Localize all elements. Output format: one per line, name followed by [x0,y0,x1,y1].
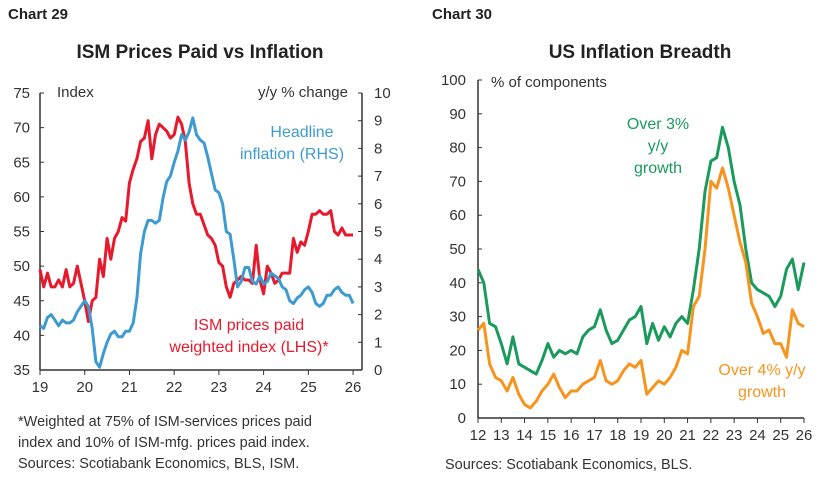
x-tick-label: 24 [749,427,766,444]
x-tick-label: 26 [796,427,813,444]
x-tick-label: 22 [166,379,183,396]
x-tick-label: 16 [563,427,580,444]
x-tick-label: 13 [493,427,510,444]
annotation-over-3pct: Over 3% [627,116,689,133]
annotation-over-4pct: Over 4% y/y [718,362,805,379]
x-tick-label: 23 [211,379,228,396]
annotation-over-3pct: y/y [648,138,668,155]
series-headline-inflation [39,116,355,369]
y2-tick-label: 8 [374,140,382,157]
y-tick-label: 20 [449,342,466,359]
y-tick-label: 90 [449,106,466,123]
y-tick-label: 40 [13,327,30,344]
x-tick-label: 18 [609,427,626,444]
y2-tick-label: 0 [374,362,382,379]
x-tick-label: 15 [540,427,557,444]
y-tick-label: 10 [449,376,466,393]
annotation-headline: inflation (RHS) [240,146,344,163]
y-tick-label: 60 [449,207,466,224]
y-tick-label: 55 [13,224,30,241]
y-tick-label: 80 [449,140,466,157]
y-tick-label: 75 [13,85,30,102]
y-tick-label: 70 [449,173,466,190]
y-axis-label: % of components [491,74,607,91]
y2-tick-label: 4 [374,251,382,268]
y2-tick-label: 6 [374,196,382,213]
y-tick-label: 30 [449,309,466,326]
chart-30-notes: Sources: Scotiabank Economics, BLS. [445,455,692,476]
y2-tick-label: 3 [374,279,382,296]
y-axis-label: Index [57,84,94,101]
x-tick-label: 22 [703,427,720,444]
x-tick-label: 23 [726,427,743,444]
series-over-4pct [476,166,805,410]
y-tick-label: 40 [449,275,466,292]
y-tick-label: 50 [13,258,30,275]
footnote: index and 10% of ISM-mfg. prices paid in… [18,435,310,451]
y-tick-label: 50 [449,241,466,258]
annotation-headline: Headline [270,124,333,141]
series-ism-prices-paid [38,115,354,323]
x-tick-label: 21 [679,427,696,444]
y2-tick-label: 9 [374,113,382,130]
x-tick-label: 19 [32,379,49,396]
x-tick-label: 26 [345,379,362,396]
chart-30-label: Chart 30 [432,6,493,23]
y2-tick-label: 5 [374,224,382,241]
y2-tick-label: 10 [374,85,391,102]
x-tick-label: 19 [633,427,650,444]
source-note: Sources: Scotiabank Economics, BLS, ISM. [18,456,300,472]
footnote: *Weighted at 75% of ISM-services prices … [18,414,312,430]
x-tick-label: 25 [772,427,789,444]
x-tick-label: 12 [470,427,487,444]
y2-axis-label: y/y % change [258,84,348,101]
x-tick-label: 24 [255,379,272,396]
annotation-over-4pct: growth [738,384,786,401]
annotation-over-3pct: growth [634,160,682,177]
x-tick-label: 21 [121,379,138,396]
y-tick-label: 35 [13,362,30,379]
chart-29-title: ISM Prices Paid vs Inflation [76,42,324,63]
y-tick-label: 45 [13,293,30,310]
y-tick-label: 60 [13,189,30,206]
x-tick-label: 25 [300,379,317,396]
x-tick-label: 17 [586,427,603,444]
chart-30-title: US Inflation Breadth [548,42,732,63]
y2-tick-label: 7 [374,168,382,185]
x-tick-label: 14 [516,427,533,444]
chart-29-notes: *Weighted at 75% of ISM-services prices … [18,412,312,475]
x-tick-label: 20 [76,379,93,396]
y-tick-label: 70 [13,120,30,137]
y-tick-label: 65 [13,154,30,171]
chart-29-label: Chart 29 [8,6,69,23]
x-tick-label: 20 [656,427,673,444]
y2-tick-label: 1 [374,334,382,351]
y-tick-label: 0 [458,410,466,427]
series-over-3pct [476,125,806,376]
y-tick-label: 100 [441,72,466,89]
y2-tick-label: 2 [374,307,382,324]
annotation-ism: weighted index (LHS)* [168,339,328,356]
annotation-ism: ISM prices paid [194,317,304,334]
source-note: Sources: Scotiabank Economics, BLS. [445,457,693,473]
